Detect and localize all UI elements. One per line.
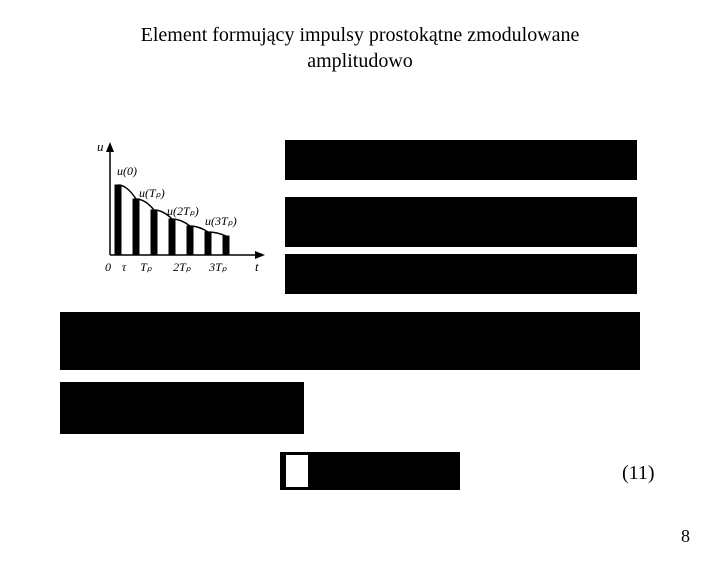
svg-text:u(Tₚ): u(Tₚ): [139, 186, 165, 200]
redaction-box: [60, 382, 304, 434]
svg-text:u(2Tₚ): u(2Tₚ): [167, 204, 199, 218]
axes: [106, 142, 265, 259]
x-axis-label: t: [255, 259, 259, 274]
redaction-box: [285, 140, 637, 180]
svg-text:3Tₚ: 3Tₚ: [208, 260, 228, 274]
pulse-chart-svg: u t u(0)u(Tₚ)u(2Tₚ) u(3Tₚ) 0τ Tₚ 2Tₚ 3Tₚ: [95, 137, 285, 287]
svg-text:u(3Tₚ): u(3Tₚ): [205, 214, 237, 228]
svg-text:Tₚ: Tₚ: [140, 260, 153, 274]
pulse-chart: u t u(0)u(Tₚ)u(2Tₚ) u(3Tₚ) 0τ Tₚ 2Tₚ 3Tₚ: [95, 137, 265, 277]
redaction-box: [285, 254, 637, 294]
svg-text:u(0): u(0): [117, 164, 137, 178]
page-title: Element formujący impulsy prostokątne zm…: [0, 22, 720, 74]
svg-text:τ: τ: [122, 260, 127, 274]
redaction-white-inset: [286, 455, 308, 487]
svg-text:2Tₚ: 2Tₚ: [173, 260, 192, 274]
equation-number: (11): [622, 462, 655, 485]
redaction-box: [285, 197, 637, 247]
y-axis-label: u: [97, 139, 104, 154]
redaction-box: [60, 312, 640, 370]
page-number: 8: [681, 526, 690, 547]
title-line-2: amplitudowo: [307, 50, 413, 72]
x-tick-labels: 0τ Tₚ 2Tₚ 3Tₚ: [105, 260, 228, 274]
title-line-1: Element formujący impulsy prostokątne zm…: [141, 24, 580, 46]
svg-text:0: 0: [105, 260, 111, 274]
